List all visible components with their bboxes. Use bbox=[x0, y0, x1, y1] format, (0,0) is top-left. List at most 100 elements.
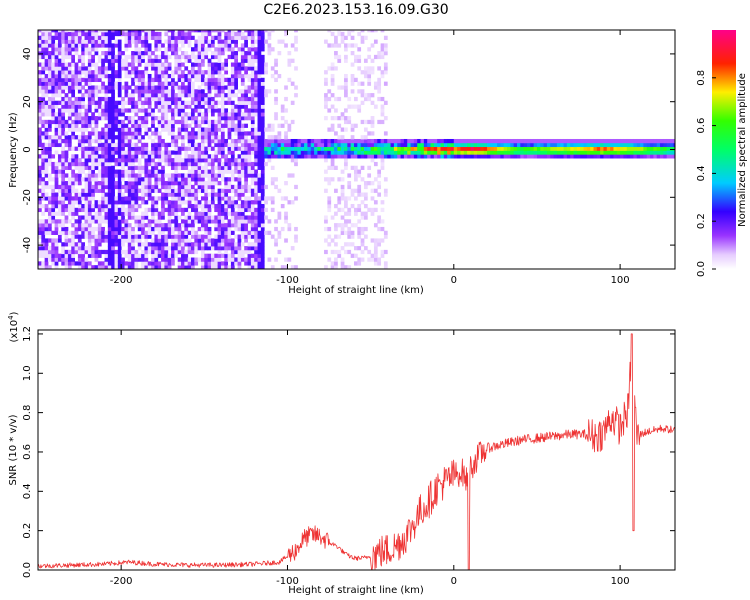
heatmap-cell bbox=[224, 246, 229, 251]
heatmap-cell bbox=[114, 242, 119, 247]
heatmap-cell bbox=[260, 89, 265, 94]
heatmap-cell bbox=[161, 154, 165, 159]
heatmap-cell bbox=[643, 150, 648, 155]
heatmap-cell bbox=[643, 146, 648, 151]
heatmap-cell bbox=[147, 223, 152, 228]
heatmap-cell bbox=[161, 265, 165, 269]
heatmap-cell bbox=[124, 66, 129, 71]
heatmap-cell bbox=[207, 96, 212, 102]
heatmap-cell bbox=[257, 54, 262, 60]
heatmap-cell bbox=[307, 138, 312, 144]
heatmap-cell bbox=[77, 73, 82, 79]
heatmap-cell bbox=[151, 246, 155, 251]
heatmap-cell bbox=[154, 234, 159, 239]
heatmap-cell bbox=[147, 169, 152, 174]
heatmap-cell bbox=[127, 181, 132, 186]
heatmap-cell bbox=[38, 81, 42, 86]
heatmap-cell bbox=[38, 131, 42, 136]
heatmap-cell bbox=[540, 150, 545, 155]
heatmap-cell bbox=[324, 96, 328, 102]
heatmap-cell bbox=[344, 116, 348, 121]
heatmap-cell bbox=[234, 211, 238, 216]
heatmap-cell bbox=[187, 123, 192, 128]
heatmap-cell bbox=[131, 184, 135, 190]
heatmap-cell bbox=[101, 181, 105, 186]
heatmap-cell bbox=[61, 203, 66, 209]
heatmap-cell bbox=[71, 177, 75, 182]
heatmap-cell bbox=[74, 62, 79, 67]
heatmap-cell bbox=[167, 30, 172, 33]
heatmap-cell bbox=[47, 62, 52, 67]
heatmap-cell bbox=[164, 70, 169, 75]
heatmap-cell bbox=[220, 96, 225, 102]
heatmap-cell bbox=[97, 173, 102, 178]
heatmap-cell bbox=[363, 119, 368, 125]
heatmap-cell bbox=[121, 119, 125, 125]
heatmap-cell bbox=[187, 188, 192, 193]
heatmap-cell bbox=[200, 70, 205, 75]
heatmap-cell bbox=[107, 138, 112, 144]
heatmap-cell bbox=[247, 230, 252, 235]
heatmap-cell bbox=[77, 242, 82, 247]
heatmap-cell bbox=[563, 150, 568, 155]
heatmap-cell bbox=[347, 219, 352, 224]
heatmap-cell bbox=[230, 188, 235, 193]
svg-text:(x104): (x104) bbox=[7, 311, 20, 342]
heatmap-cell bbox=[181, 127, 185, 132]
heatmap-cell bbox=[210, 154, 215, 159]
heatmap-cell bbox=[111, 261, 115, 266]
heatmap-cell bbox=[350, 89, 355, 94]
heatmap-cell bbox=[184, 119, 189, 125]
heatmap-cell bbox=[51, 200, 56, 205]
heatmap-cell bbox=[134, 150, 139, 155]
heatmap-cell bbox=[194, 108, 199, 113]
heatmap-cell bbox=[151, 211, 155, 216]
heatmap-cell bbox=[250, 39, 255, 44]
heatmap-cell bbox=[340, 207, 345, 213]
heatmap-cell bbox=[137, 234, 142, 239]
heatmap-cell bbox=[117, 51, 122, 56]
heatmap-cell bbox=[161, 142, 165, 148]
heatmap-cell bbox=[340, 257, 345, 262]
heatmap-cell bbox=[84, 77, 89, 83]
heatmap-cell bbox=[64, 150, 69, 155]
heatmap-cell bbox=[507, 138, 511, 144]
heatmap-cell bbox=[234, 77, 238, 83]
heatmap-cell bbox=[360, 39, 365, 44]
heatmap-cell bbox=[204, 200, 209, 205]
heatmap-cell bbox=[38, 30, 42, 33]
heatmap-cell bbox=[383, 100, 388, 105]
heatmap-cell bbox=[237, 35, 242, 40]
heatmap-cell bbox=[214, 242, 219, 247]
heatmap-cell bbox=[77, 104, 82, 109]
heatmap-cell bbox=[347, 142, 352, 148]
heatmap-cell bbox=[44, 165, 49, 170]
heatmap-cell bbox=[171, 242, 175, 247]
heatmap-cell bbox=[347, 230, 352, 235]
heatmap-cell bbox=[217, 62, 222, 67]
heatmap-cell bbox=[237, 242, 242, 247]
heatmap-cell bbox=[244, 142, 248, 148]
heatmap-cell bbox=[354, 142, 358, 148]
heatmap-cell bbox=[194, 77, 199, 83]
heatmap-cell bbox=[121, 238, 125, 243]
heatmap-cell bbox=[71, 58, 75, 63]
heatmap-cell bbox=[237, 169, 242, 174]
heatmap-cell bbox=[54, 116, 59, 121]
heatmap-cell bbox=[640, 138, 644, 144]
heatmap-cell bbox=[61, 119, 66, 125]
heatmap-cell bbox=[47, 43, 52, 48]
heatmap-cell bbox=[284, 43, 288, 48]
heatmap-cell bbox=[327, 127, 332, 132]
heatmap-cell bbox=[144, 62, 149, 67]
heatmap-cell bbox=[400, 138, 405, 144]
heatmap-cell bbox=[141, 257, 145, 262]
heatmap-cell bbox=[640, 146, 644, 151]
heatmap-cell bbox=[134, 70, 139, 75]
heatmap-cell bbox=[144, 131, 149, 136]
heatmap-cell bbox=[177, 58, 182, 63]
heatmap-cell bbox=[174, 223, 179, 228]
heatmap-cell bbox=[197, 51, 202, 56]
heatmap-cell bbox=[220, 47, 225, 52]
heatmap-cell bbox=[210, 265, 215, 269]
